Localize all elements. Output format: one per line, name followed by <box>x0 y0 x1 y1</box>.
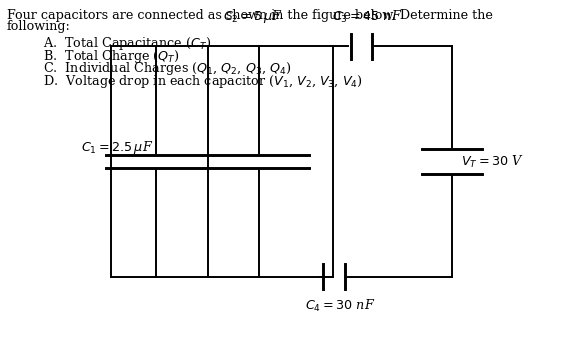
Text: $C_3 = 45$ nF: $C_3 = 45$ nF <box>332 9 402 25</box>
Text: Four capacitors are connected as shown in the figure below. Determine the: Four capacitors are connected as shown i… <box>7 9 493 22</box>
Text: $C_1 = 2.5\,\mu$F: $C_1 = 2.5\,\mu$F <box>81 139 154 156</box>
Text: B.  Total Charge ($Q_T$): B. Total Charge ($Q_T$) <box>43 48 180 65</box>
Text: D.  Voltage drop in each capacitor ($V_1$, $V_2$, $V_3$, $V_4$): D. Voltage drop in each capacitor ($V_1$… <box>43 73 362 90</box>
Text: A.  Total Capacitance ($C_T$): A. Total Capacitance ($C_T$) <box>43 36 211 53</box>
Text: $C_4 = 30$ nF: $C_4 = 30$ nF <box>304 298 375 314</box>
Text: $V_T = 30$ V: $V_T = 30$ V <box>461 153 523 170</box>
Text: C.  Individual Charges ($Q_1$, $Q_2$, $Q_3$, $Q_4$): C. Individual Charges ($Q_1$, $Q_2$, $Q_… <box>43 60 291 77</box>
Text: following:: following: <box>7 20 71 33</box>
Text: $C_2 = 5\,\mu$F: $C_2 = 5\,\mu$F <box>223 8 283 25</box>
